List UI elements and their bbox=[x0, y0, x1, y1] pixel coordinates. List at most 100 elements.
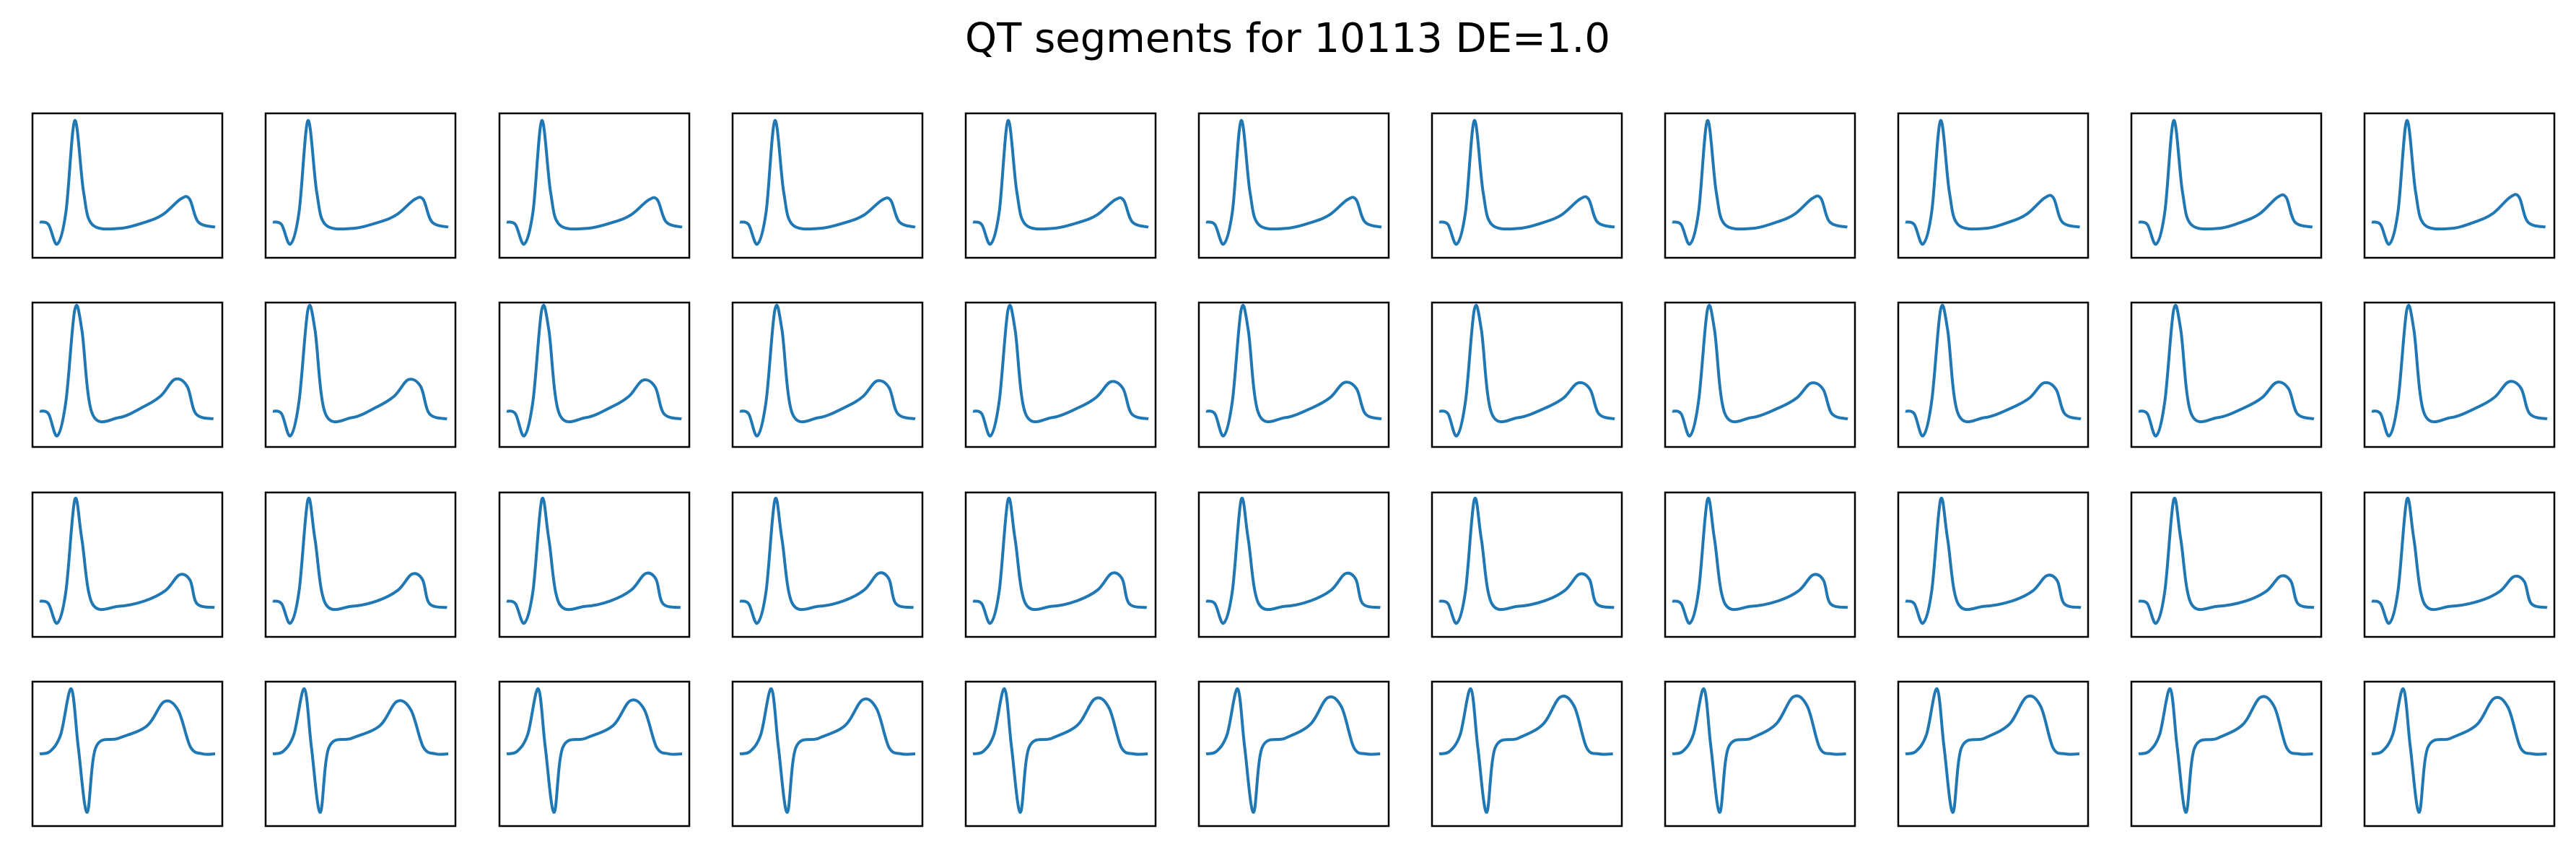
subplot-r1-c5 bbox=[964, 112, 1157, 259]
series-line bbox=[1672, 687, 1846, 814]
subplot-frame bbox=[1897, 491, 2090, 638]
series-line bbox=[739, 496, 914, 625]
series-line bbox=[1905, 303, 2082, 438]
subplot-r3-c6 bbox=[1197, 491, 1390, 638]
subplot-frame bbox=[264, 301, 457, 448]
series-line bbox=[1905, 118, 2081, 246]
series-line bbox=[506, 118, 683, 246]
subplot-r1-c9 bbox=[1897, 112, 2090, 259]
series-line bbox=[972, 303, 1149, 438]
subplot-r1-c6 bbox=[1197, 112, 1390, 259]
series-line bbox=[1205, 687, 1381, 814]
series-line bbox=[1205, 303, 1382, 438]
subplot-r3-c4 bbox=[731, 491, 924, 638]
subplot-r1-c11 bbox=[2363, 112, 2556, 259]
subplot-r3-c11 bbox=[2363, 491, 2556, 638]
subplot-frame bbox=[1197, 301, 1390, 448]
series-line bbox=[2371, 118, 2546, 246]
series-line bbox=[1438, 687, 1613, 814]
subplot-r1-c2 bbox=[264, 112, 457, 259]
series-line bbox=[1672, 118, 1848, 246]
subplot-frame bbox=[1897, 301, 2090, 448]
subplot-frame bbox=[1664, 301, 1856, 448]
subplot-r3-c7 bbox=[1431, 491, 1623, 638]
subplot-frame bbox=[1664, 491, 1856, 638]
subplot-r3-c5 bbox=[964, 491, 1157, 638]
subplot-r2-c9 bbox=[1897, 301, 2090, 448]
subplot-r1-c1 bbox=[31, 112, 224, 259]
subplot-frame bbox=[964, 112, 1157, 259]
subplot-frame bbox=[2363, 112, 2556, 259]
subplot-frame bbox=[1664, 680, 1856, 828]
subplot-r3-c8 bbox=[1664, 491, 1856, 638]
subplot-r2-c5 bbox=[964, 301, 1157, 448]
series-line bbox=[2138, 118, 2313, 246]
subplot-frame bbox=[2363, 680, 2556, 828]
subplot-r3-c2 bbox=[264, 491, 457, 638]
subplot-r4-c7 bbox=[1431, 680, 1623, 828]
subplot-frame bbox=[1197, 491, 1390, 638]
series-line bbox=[739, 687, 916, 814]
series-line bbox=[272, 687, 449, 814]
subplot-frame bbox=[964, 680, 1157, 828]
series-line bbox=[2371, 496, 2548, 625]
subplot-r4-c5 bbox=[964, 680, 1157, 828]
series-line bbox=[2371, 303, 2548, 438]
subplot-r1-c8 bbox=[1664, 112, 1856, 259]
series-line bbox=[39, 118, 216, 246]
subplot-frame bbox=[264, 112, 457, 259]
subplot-frame bbox=[2363, 491, 2556, 638]
series-line bbox=[2138, 303, 2315, 438]
subplot-r4-c4 bbox=[731, 680, 924, 828]
series-line bbox=[1672, 303, 1848, 438]
subplot-frame bbox=[731, 301, 924, 448]
subplot-frame bbox=[2130, 491, 2323, 638]
subplot-frame bbox=[1197, 680, 1390, 828]
series-line bbox=[39, 687, 216, 814]
subplot-frame bbox=[2130, 112, 2323, 259]
series-line bbox=[1205, 496, 1381, 625]
subplot-frame bbox=[1431, 491, 1623, 638]
subplot-r4-c11 bbox=[2363, 680, 2556, 828]
subplot-frame bbox=[2130, 301, 2323, 448]
series-line bbox=[739, 118, 916, 246]
series-line bbox=[506, 496, 681, 625]
subplot-frame bbox=[1197, 112, 1390, 259]
series-line bbox=[506, 687, 683, 814]
series-line bbox=[2138, 687, 2313, 814]
series-line bbox=[739, 303, 916, 438]
subplot-frame bbox=[31, 112, 224, 259]
subplot-r1-c7 bbox=[1431, 112, 1623, 259]
series-line bbox=[272, 496, 447, 625]
subplot-r4-c1 bbox=[31, 680, 224, 828]
subplot-r4-c8 bbox=[1664, 680, 1856, 828]
subplot-frame bbox=[1897, 112, 2090, 259]
subplot-frame bbox=[31, 491, 224, 638]
series-line bbox=[2371, 687, 2547, 814]
chart-title: QT segments for 10113 DE=1.0 bbox=[965, 15, 1610, 62]
subplot-frame bbox=[2130, 680, 2323, 828]
series-line bbox=[972, 687, 1148, 814]
subplot-frame bbox=[31, 680, 224, 828]
subplot-r3-c9 bbox=[1897, 491, 2090, 638]
series-line bbox=[972, 118, 1149, 246]
subplot-r2-c10 bbox=[2130, 301, 2323, 448]
subplot-frame bbox=[964, 491, 1157, 638]
subplot-frame bbox=[731, 680, 924, 828]
subplot-frame bbox=[264, 680, 457, 828]
subplot-frame bbox=[731, 491, 924, 638]
series-line bbox=[1205, 118, 1382, 246]
subplot-frame bbox=[31, 301, 224, 448]
subplot-frame bbox=[731, 112, 924, 259]
subplot-frame bbox=[498, 301, 691, 448]
series-line bbox=[1905, 496, 2082, 625]
subplot-r2-c4 bbox=[731, 301, 924, 448]
subplot-r2-c2 bbox=[264, 301, 457, 448]
subplot-frame bbox=[498, 491, 691, 638]
subplot-r2-c3 bbox=[498, 301, 691, 448]
series-line bbox=[1438, 496, 1615, 625]
subplot-r4-c6 bbox=[1197, 680, 1390, 828]
subplot-r3-c10 bbox=[2130, 491, 2323, 638]
subplot-frame bbox=[264, 491, 457, 638]
